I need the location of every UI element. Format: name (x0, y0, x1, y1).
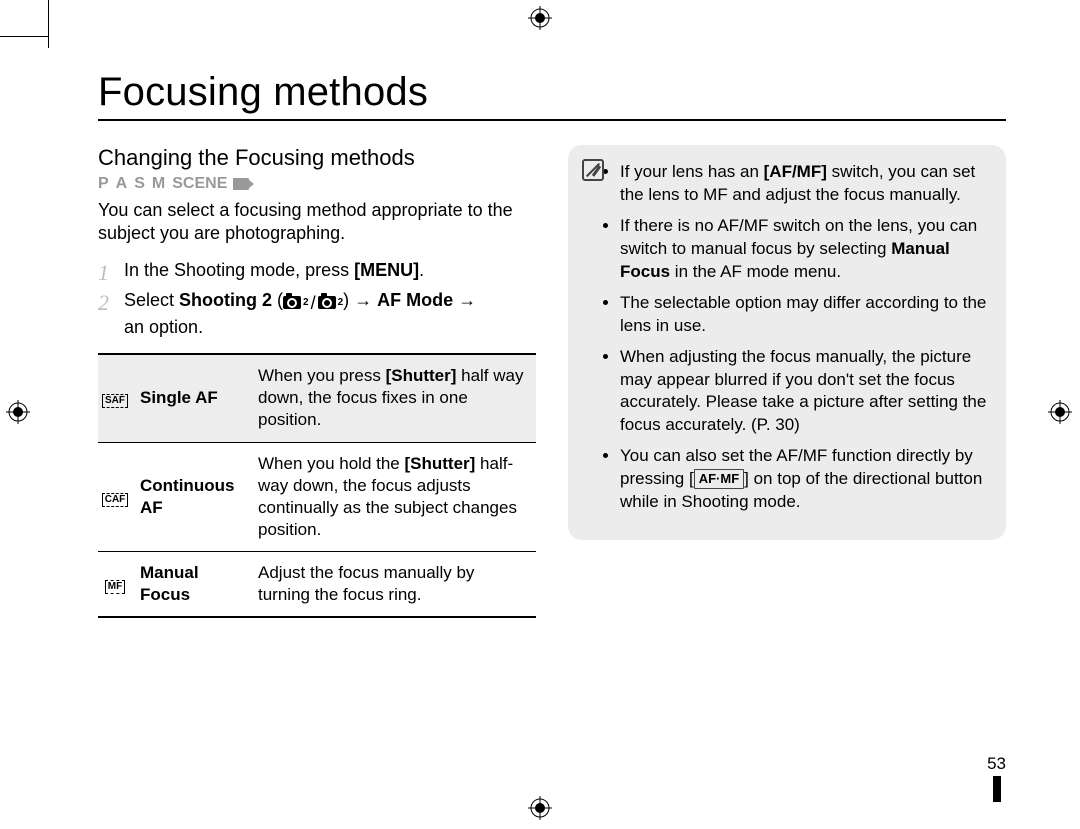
step2-pre: Select (124, 290, 179, 310)
page-number-bar (993, 776, 1001, 802)
af-name-cell: Single AF (132, 354, 250, 442)
table-row: MF Manual Focus Adjust the focus manuall… (98, 551, 536, 617)
title-rule (98, 119, 1006, 121)
registration-mark-right (1048, 400, 1072, 424)
af-icon-cell: MF (98, 551, 132, 617)
af-modes-table: SAF Single AF When you press [Shutter] h… (98, 353, 536, 618)
af-desc-cell: When you hold the [Shutter] half-way dow… (250, 442, 536, 551)
camera-icon (318, 296, 336, 309)
mode-m: M (152, 175, 166, 193)
page-number: 53 (987, 754, 1006, 802)
page-number-text: 53 (987, 754, 1006, 773)
step1-pre: In the Shooting mode, press (124, 260, 354, 280)
saf-icon: SAF (102, 394, 128, 408)
steps-list: In the Shooting mode, press [MENU]. Sele… (98, 258, 536, 339)
mode-s: S (134, 175, 146, 193)
af-name-cell: Manual Focus (132, 551, 250, 617)
step1-bold: [MENU] (354, 260, 419, 280)
mode-scene: SCENE (172, 175, 227, 193)
mf-icon: MF (105, 580, 125, 594)
af-desc-cell: When you press [Shutter] half way down, … (250, 354, 536, 442)
note-item: The selectable option may differ accordi… (620, 292, 988, 338)
right-column: If your lens has an [AF/MF] switch, you … (568, 145, 1006, 618)
mode-line: P A S M SCENE (98, 175, 536, 193)
note-item: If your lens has an [AF/MF] switch, you … (620, 161, 988, 207)
intro-text: You can select a focusing method appropr… (98, 199, 536, 244)
video-icon (233, 178, 249, 190)
step2-mid2: ) → (343, 290, 377, 310)
table-row: SAF Single AF When you press [Shutter] h… (98, 354, 536, 442)
note-item: You can also set the AF/MF function dire… (620, 445, 988, 514)
note-box: If your lens has an [AF/MF] switch, you … (568, 145, 1006, 540)
table-row: CAF Continuous AF When you hold the [Shu… (98, 442, 536, 551)
step2-mid: ( (272, 290, 283, 310)
mode-a: A (116, 175, 129, 193)
page-content: Focusing methods Changing the Focusing m… (98, 70, 1006, 618)
registration-mark-top (528, 6, 552, 30)
mode-p: P (98, 175, 110, 193)
af-icon-cell: CAF (98, 442, 132, 551)
note-item: If there is no AF/MF switch on the lens,… (620, 215, 988, 284)
trim-line (48, 0, 49, 48)
caf-icon: CAF (102, 493, 129, 507)
shooting2-icons: 2/2 (283, 291, 343, 315)
af-desc-cell: Adjust the focus manually by turning the… (250, 551, 536, 617)
af-icon-cell: SAF (98, 354, 132, 442)
trim-line (0, 36, 48, 37)
afmf-key-icon: AF·MF (694, 469, 744, 489)
note-item: When adjusting the focus manually, the p… (620, 346, 988, 438)
note-icon (582, 159, 604, 181)
registration-mark-left (6, 400, 30, 424)
page-title: Focusing methods (98, 70, 1006, 115)
registration-mark-bottom (528, 796, 552, 820)
step2-post2: an option. (124, 317, 203, 337)
left-column: Changing the Focusing methods P A S M SC… (98, 145, 536, 618)
af-name-cell: Continuous AF (132, 442, 250, 551)
note-list: If your lens has an [AF/MF] switch, you … (620, 161, 988, 514)
step-1: In the Shooting mode, press [MENU]. (98, 258, 536, 282)
camera-icon (283, 296, 301, 309)
step2-b1: Shooting 2 (179, 290, 272, 310)
section-subhead: Changing the Focusing methods (98, 145, 536, 171)
step2-b2: AF Mode (377, 290, 453, 310)
step2-post1: → (453, 290, 476, 310)
step-2: Select Shooting 2 (2/2) → AF Mode → an o… (98, 288, 536, 339)
step1-post: . (419, 260, 424, 280)
